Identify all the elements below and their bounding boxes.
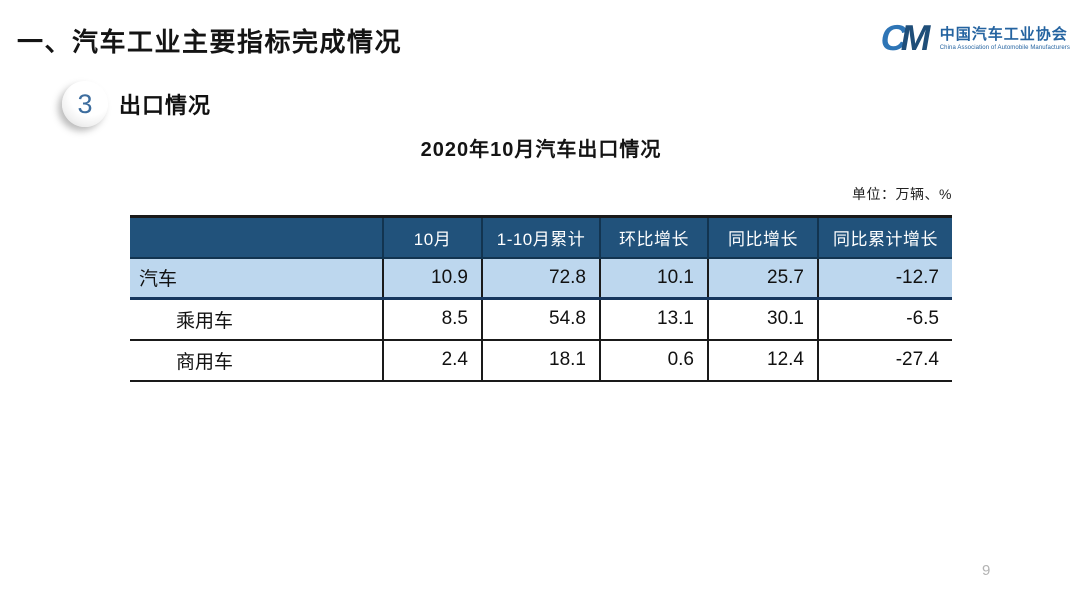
table-header-row: 10月 1-10月累计 环比增长 同比增长 同比累计增长 [130, 216, 952, 259]
value-cell: 54.8 [481, 298, 600, 341]
section-number: 3 [77, 88, 93, 119]
unit-note: 单位：万辆、% [852, 186, 952, 202]
section-header: 3 出口情况 [62, 81, 211, 127]
logo-text: 中国汽车工业协会 China Association of Automobile… [940, 23, 1070, 51]
value-cell: 8.5 [382, 298, 482, 341]
value-cell: 10.1 [599, 257, 708, 300]
header-cell: 10月 [382, 216, 482, 259]
value-cell: -6.5 [817, 298, 952, 341]
logo-org-name-en: China Association of Automobile Manufact… [939, 45, 1070, 51]
table-row: 汽车 10.9 72.8 10.1 25.7 -12.7 [130, 257, 952, 300]
table-row: 商用车 2.4 18.1 0.6 12.4 -27.4 [130, 339, 952, 381]
export-table: 10月 1-10月累计 环比增长 同比增长 同比累计增长 汽车 10.9 72.8 10.1 2… [130, 215, 952, 382]
table-header: 10月 1-10月累计 环比增长 同比增长 同比累计增长 [130, 216, 952, 259]
page-title: 一、汽车工业主要指标完成情况 [17, 27, 403, 57]
org-logo: C M 中国汽车工业协会 China Association of Automo… [877, 16, 1070, 58]
value-cell: -27.4 [817, 339, 952, 381]
header-cell: 同比累计增长 [817, 216, 952, 259]
table-row: 乘用车 8.5 54.8 13.1 30.1 -6.5 [130, 298, 952, 341]
svg-text:M: M [897, 17, 934, 58]
value-cell: 2.4 [382, 339, 482, 381]
value-cell: 13.1 [599, 298, 708, 341]
value-cell: 72.8 [481, 257, 600, 300]
row-label-cell: 汽车 [130, 257, 383, 300]
value-cell: -12.7 [817, 257, 952, 300]
value-cell: 12.4 [707, 339, 818, 381]
row-label-cell: 乘用车 [130, 298, 383, 341]
header-cell: 1-10月累计 [481, 216, 600, 259]
value-cell: 18.1 [481, 339, 600, 381]
cam-monogram-icon: C M [877, 17, 934, 58]
table-body: 汽车 10.9 72.8 10.1 25.7 -12.7 乘用车 8.5 54.8 13.1 30.… [130, 257, 952, 381]
header-cell: 环比增长 [599, 216, 708, 259]
row-label-cell: 商用车 [130, 339, 383, 381]
logo-org-name-cn: 中国汽车工业协会 [939, 26, 1068, 43]
value-cell: 0.6 [599, 339, 708, 381]
header-cell-label [130, 216, 383, 259]
section-title: 出口情况 [119, 93, 212, 118]
section-number-badge: 3 [62, 81, 108, 127]
header-cell: 同比增长 [707, 216, 818, 259]
value-cell: 25.7 [707, 257, 818, 300]
page-number: 9 [982, 562, 991, 579]
value-cell: 30.1 [707, 298, 818, 341]
table-title: 2020年10月汽车出口情况 [420, 139, 662, 161]
value-cell: 10.9 [382, 257, 482, 300]
